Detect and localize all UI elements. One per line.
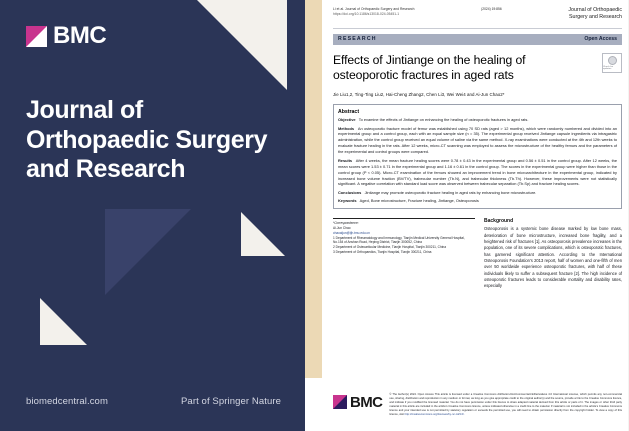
- footer-bmc-wordmark: BMC: [350, 393, 383, 411]
- cover-journal-title: Journal of Orthopaedic Surgery and Resea…: [26, 96, 268, 183]
- abstract-conclusions-label: Conclusions: [338, 189, 364, 195]
- license-text: © The Author(s) 2024. Open Access This a…: [389, 393, 622, 417]
- cover-triangle-small-right: [241, 212, 285, 256]
- background-heading: Background: [484, 218, 514, 225]
- bmc-mark-icon: [333, 395, 347, 410]
- abstract-heading: Abstract: [338, 108, 360, 115]
- author-list: Jie Liu1,2, Ting-Ting Liu2, Hai-Cheng Zh…: [333, 91, 505, 97]
- running-head-journal-name: Journal of Orthopaedic Surgery and Resea…: [568, 7, 622, 22]
- article-page: Li et al. Journal of Orthopaedic Surgery…: [322, 0, 629, 431]
- abstract-methods-label: Methods: [338, 125, 357, 131]
- cover-triangle-small-left: [40, 298, 87, 345]
- correspondence-block: *Correspondence: Ai-Jun Chao chaoaijun@t…: [333, 221, 475, 255]
- background-text: Osteoporosis is a systemic bone disease …: [484, 226, 622, 289]
- abstract-results-label: Results: [338, 157, 355, 163]
- journal-name-line1: Journal of Orthopaedic: [568, 7, 622, 13]
- abstract-results-text: After 4 weeks, the mean fracture healing…: [338, 157, 617, 187]
- license-body: © The Author(s) 2024. Open Access This a…: [389, 392, 622, 416]
- footer-bmc-logo: BMC: [333, 393, 383, 411]
- license-link[interactable]: http://creativecommons.org/licenses/by-n…: [404, 412, 465, 416]
- running-head-article-number: (2024) 19:856: [481, 7, 502, 11]
- cover-publisher: Part of Springer Nature: [181, 396, 281, 407]
- article-type-ribbon: RESEARCH Open Access: [333, 33, 622, 45]
- cover-footer: biomedcentral.com Part of Springer Natur…: [26, 396, 281, 407]
- abstract-objective-label: Objective: [338, 117, 358, 123]
- correspondence-column: *Correspondence: Ai-Jun Chao chaoaijun@t…: [333, 218, 475, 289]
- abstract-keywords-text: Aged, Bone microstructure, Fracture heal…: [359, 198, 479, 204]
- journal-spine: [305, 0, 322, 378]
- cover-bmc-logo: BMC: [26, 22, 107, 49]
- crossmark-label: Check for updates: [603, 65, 614, 70]
- journal-cover: BMC Journal of Orthopaedic Surgery and R…: [0, 0, 305, 431]
- bmc-mark-icon: [26, 25, 47, 47]
- abstract-conclusions-text: Jintiange may promote osteoporotic fract…: [364, 189, 537, 195]
- abstract-conclusions: Conclusions Jintiange may promote osteop…: [338, 190, 617, 196]
- license-footer: BMC © The Author(s) 2024. Open Access Th…: [333, 393, 622, 417]
- correspondence-divider: [333, 218, 475, 220]
- abstract-region: Abstract Objective To examine the effect…: [333, 103, 622, 210]
- abstract-box: Abstract Objective To examine the effect…: [333, 103, 622, 210]
- correspondence-heading: *Correspondence:: [333, 221, 359, 226]
- abstract-objective: Objective To examine the effects of Jint…: [338, 117, 617, 123]
- affiliation-2: 2 Department of Osteoarticular Medicine,…: [333, 245, 446, 250]
- abstract-objective-text: To examine the effects of Jintiange on e…: [358, 117, 529, 123]
- running-head-doi[interactable]: https://doi.org/10.1186/s13018-024-05451…: [333, 11, 400, 16]
- abstract-keywords-label: Keywords: [338, 198, 359, 204]
- cover-triangle-top-right: [195, 0, 287, 90]
- abstract-methods: Methods An osteoporotic fracture model o…: [338, 126, 617, 156]
- correspondence-name: Ai-Jun Chao: [333, 225, 351, 230]
- cover-triangle-middle: [105, 209, 191, 295]
- cover-website[interactable]: biomedcentral.com: [26, 396, 108, 407]
- affiliation-1: 1 Department of Rheumatology and Immunol…: [333, 235, 465, 245]
- body-columns: *Correspondence: Ai-Jun Chao chaoaijun@t…: [333, 218, 622, 289]
- affiliation-3: 3 Department of Orthopaedics, Tianjin Ho…: [333, 249, 432, 254]
- background-column: Background Osteoporosis is a systemic bo…: [484, 218, 622, 289]
- crossmark-icon: [607, 55, 617, 65]
- cover-bmc-wordmark: BMC: [53, 22, 107, 49]
- article-title: Effects of Jintiange on the healing of o…: [333, 52, 526, 83]
- correspondence-email[interactable]: chaoaijun@tjh.tmu.edu.cn: [333, 230, 370, 235]
- journal-name-line2: Surgery and Research: [568, 14, 622, 21]
- crossmark-badge[interactable]: Check for updates: [602, 52, 622, 73]
- running-head-citation: Li et al. Journal of Orthopaedic Surgery…: [333, 7, 415, 11]
- running-head-citation-block: Li et al. Journal of Orthopaedic Surgery…: [333, 7, 414, 17]
- open-access-label: Open Access: [584, 36, 617, 43]
- running-head: Li et al. Journal of Orthopaedic Surgery…: [333, 7, 622, 22]
- abstract-results: Results After 4 weeks, the mean fracture…: [338, 158, 617, 188]
- header-divider: [333, 27, 622, 29]
- abstract-keywords: Keywords Aged, Bone microstructure, Frac…: [338, 198, 617, 204]
- abstract-methods-text: An osteoporotic fracture model of femur …: [338, 125, 617, 155]
- article-type-label: RESEARCH: [338, 36, 377, 43]
- title-row: Effects of Jintiange on the healing of o…: [333, 52, 622, 84]
